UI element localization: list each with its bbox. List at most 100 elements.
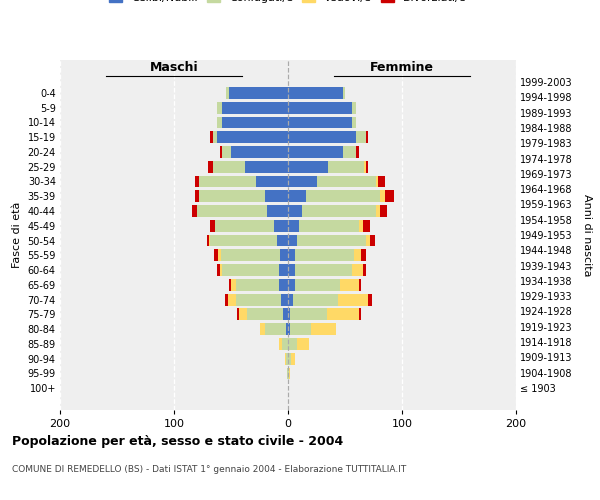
Bar [288, 250, 365, 261]
Bar [288, 132, 365, 143]
Bar [211, 132, 288, 143]
Bar [192, 205, 288, 217]
Bar [260, 323, 288, 335]
Bar [265, 190, 288, 202]
Bar [287, 368, 288, 380]
Bar [288, 234, 374, 246]
Bar [274, 220, 288, 232]
Bar [209, 234, 288, 246]
Bar [222, 146, 288, 158]
Bar [288, 116, 352, 128]
Bar [268, 205, 288, 217]
Bar [288, 102, 356, 114]
Bar [222, 264, 288, 276]
Bar [288, 323, 311, 335]
Bar [213, 132, 288, 143]
Y-axis label: Fasce di età: Fasce di età [12, 202, 22, 268]
Bar [279, 338, 288, 350]
Bar [245, 161, 288, 172]
Bar [207, 234, 288, 246]
Bar [288, 102, 356, 114]
Bar [226, 294, 288, 306]
Bar [288, 368, 289, 380]
Bar [288, 146, 356, 158]
Bar [213, 161, 288, 172]
Bar [194, 190, 288, 202]
Bar [197, 205, 288, 217]
Bar [208, 161, 288, 172]
Bar [283, 338, 288, 350]
Bar [288, 220, 363, 232]
Bar [288, 234, 297, 246]
Bar [288, 220, 299, 232]
Bar [288, 132, 356, 143]
Bar [288, 87, 345, 99]
Bar [288, 116, 356, 128]
Text: COMUNE DI REMEDELLO (BS) - Dati ISTAT 1° gennaio 2004 - Elaborazione TUTTITALIA.: COMUNE DI REMEDELLO (BS) - Dati ISTAT 1°… [12, 465, 406, 474]
Bar [288, 338, 308, 350]
Bar [284, 352, 288, 364]
Bar [288, 220, 370, 232]
Bar [217, 264, 288, 276]
Bar [288, 368, 290, 380]
Bar [288, 205, 302, 217]
Bar [236, 279, 288, 290]
Bar [217, 102, 288, 114]
Bar [288, 279, 361, 290]
Bar [288, 264, 352, 276]
Bar [288, 132, 368, 143]
Bar [226, 87, 288, 99]
Bar [288, 116, 356, 128]
Bar [288, 338, 297, 350]
Bar [229, 87, 288, 99]
Bar [214, 250, 288, 261]
Bar [288, 294, 338, 306]
Bar [287, 368, 288, 380]
Bar [288, 176, 385, 188]
Bar [277, 234, 288, 246]
Bar [211, 220, 288, 232]
Bar [286, 323, 288, 335]
Bar [239, 308, 288, 320]
Bar [288, 161, 365, 172]
Y-axis label: Anni di nascita: Anni di nascita [583, 194, 592, 276]
Text: Maschi: Maschi [149, 60, 199, 74]
Bar [288, 250, 354, 261]
Bar [283, 308, 288, 320]
Bar [288, 190, 385, 202]
Bar [260, 323, 288, 335]
Bar [288, 294, 368, 306]
Bar [199, 190, 288, 202]
Bar [288, 116, 356, 128]
Bar [211, 234, 288, 246]
Bar [288, 352, 295, 364]
Bar [217, 102, 288, 114]
Bar [222, 102, 288, 114]
Bar [197, 205, 288, 217]
Bar [288, 250, 295, 261]
Bar [236, 308, 288, 320]
Bar [236, 294, 288, 306]
Bar [288, 205, 380, 217]
Bar [217, 132, 288, 143]
Bar [226, 87, 288, 99]
Bar [288, 190, 394, 202]
Bar [288, 308, 290, 320]
Bar [288, 102, 356, 114]
Bar [288, 264, 295, 276]
Bar [288, 205, 376, 217]
Bar [227, 294, 288, 306]
Bar [288, 323, 290, 335]
Bar [288, 264, 365, 276]
Bar [288, 146, 359, 158]
Bar [265, 323, 288, 335]
Bar [217, 116, 288, 128]
Bar [220, 264, 288, 276]
Bar [279, 338, 288, 350]
Bar [288, 250, 361, 261]
Bar [217, 116, 288, 128]
Bar [288, 308, 359, 320]
Bar [288, 176, 376, 188]
Text: Popolazione per età, sesso e stato civile - 2004: Popolazione per età, sesso e stato civil… [12, 435, 343, 448]
Bar [288, 87, 345, 99]
